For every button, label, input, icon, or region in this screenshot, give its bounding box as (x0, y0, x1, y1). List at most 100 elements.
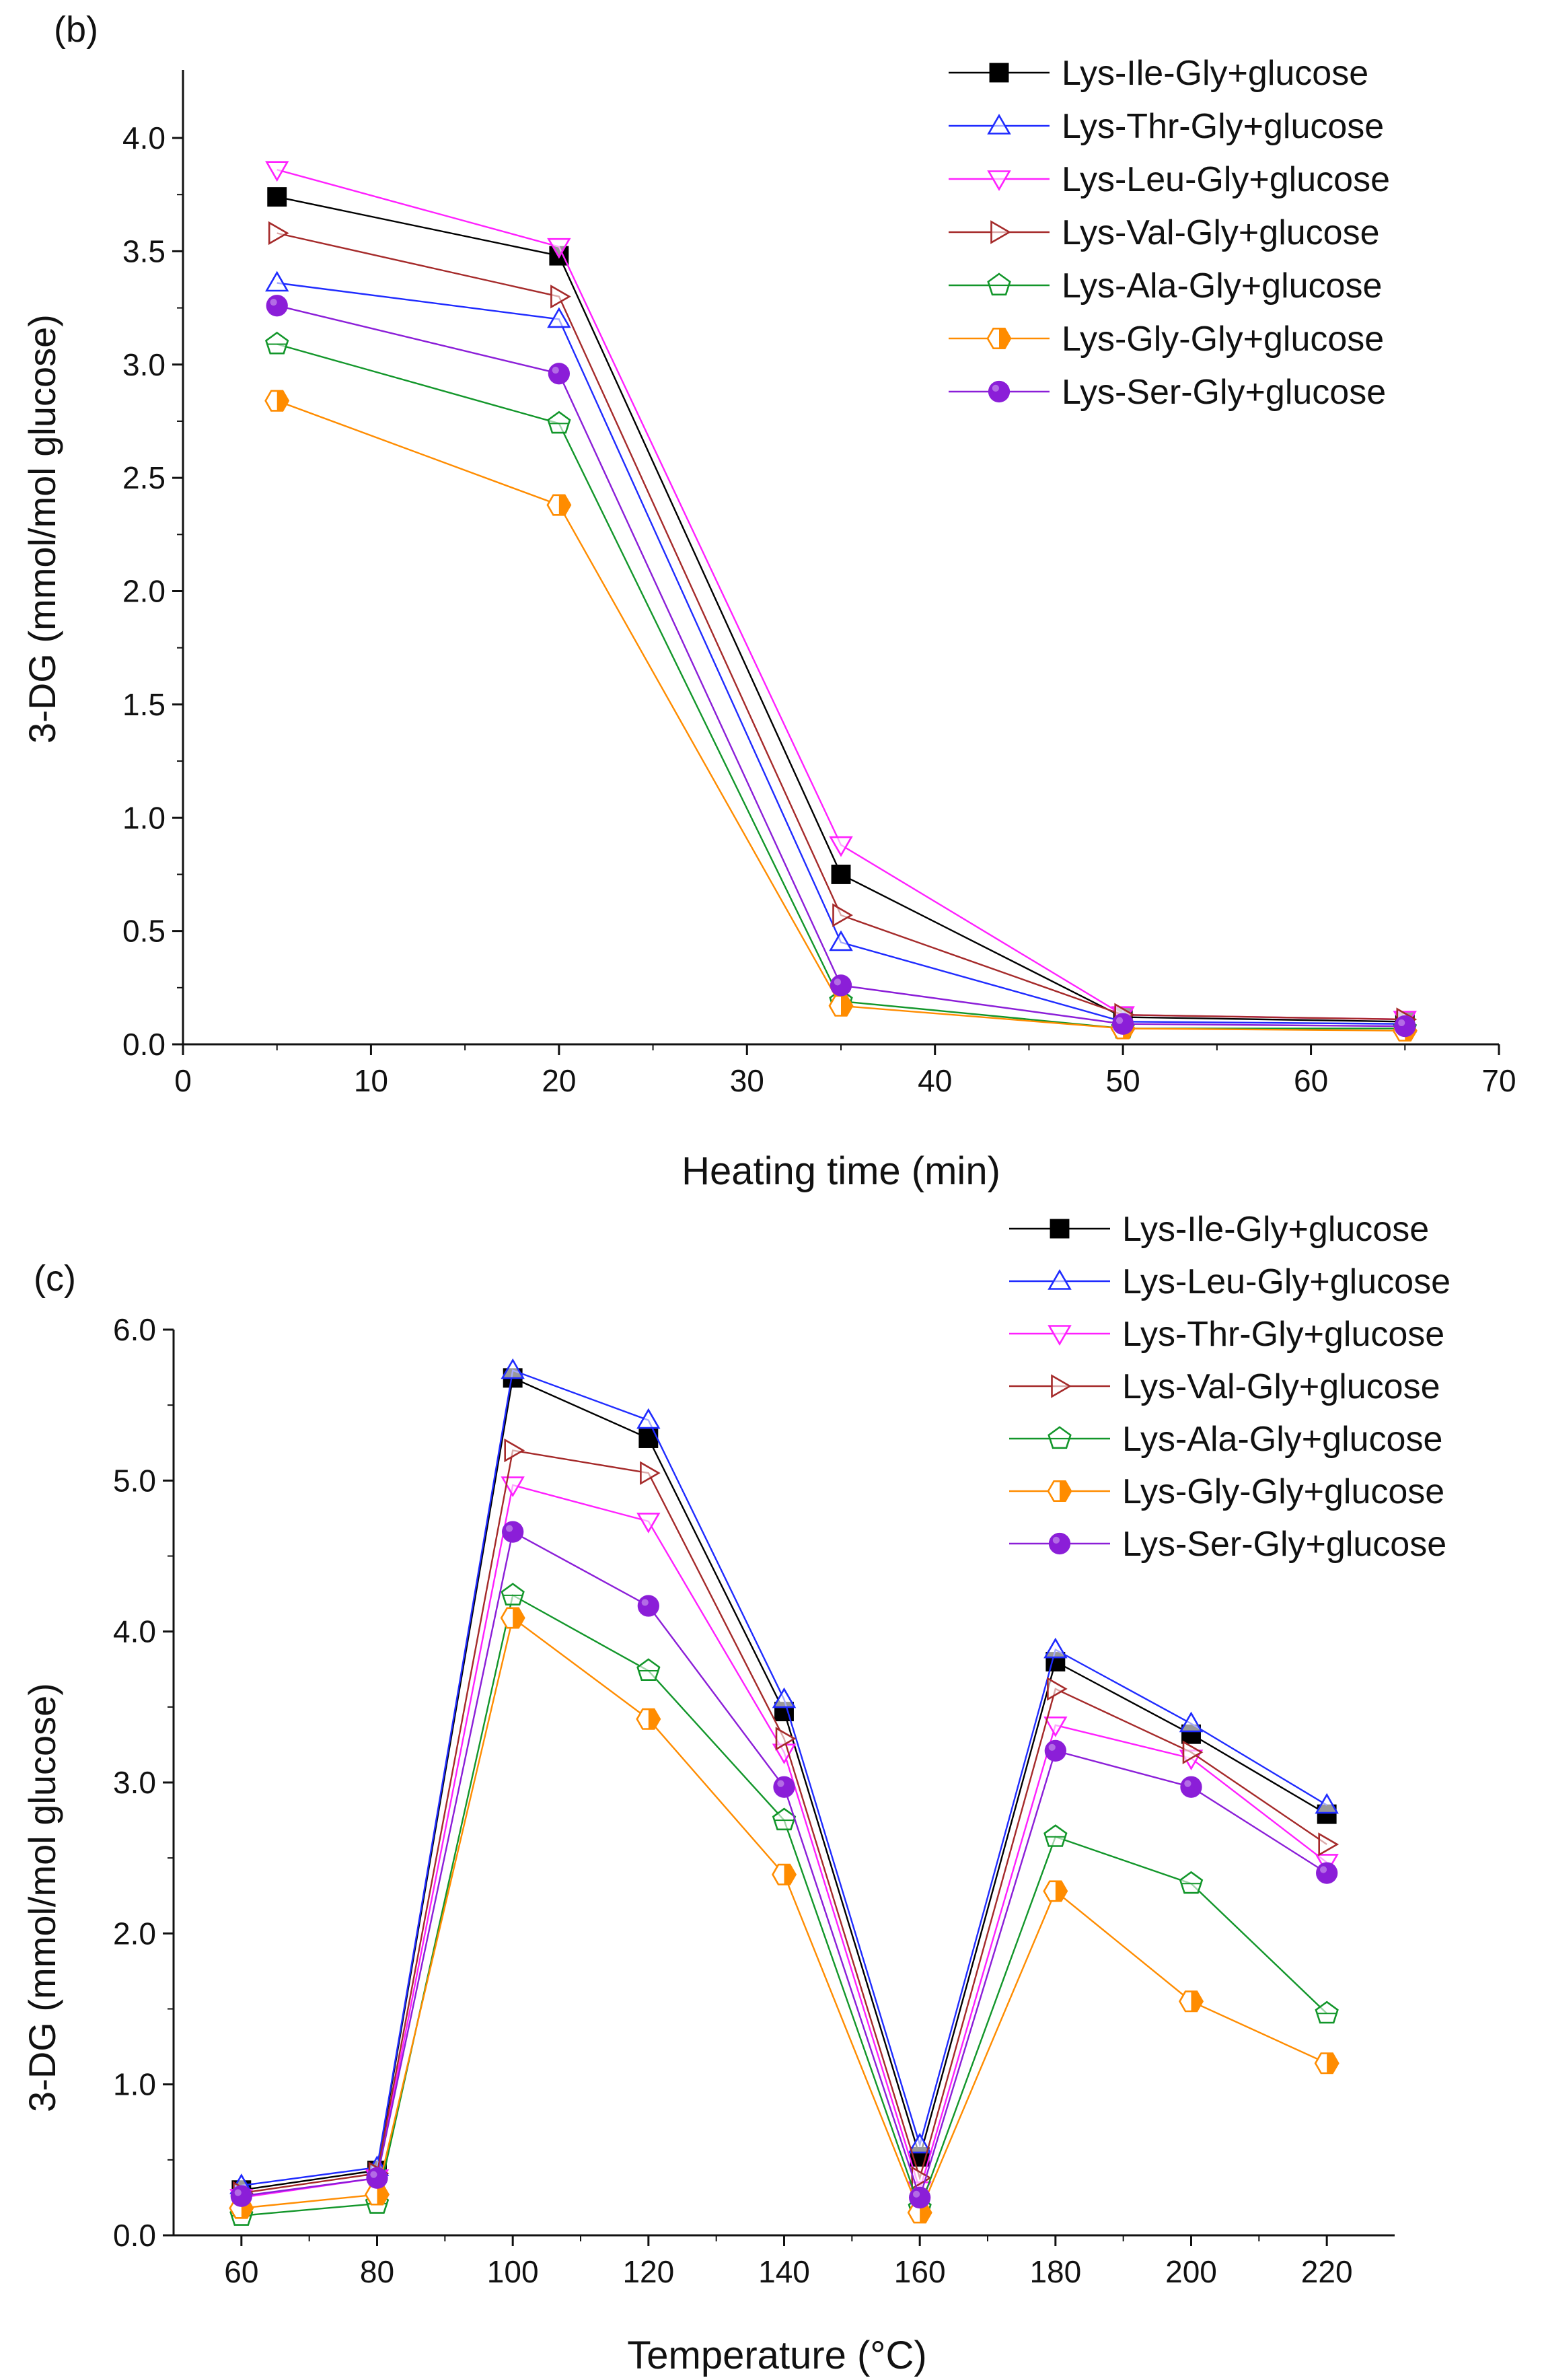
x-tick-label: 200 (1165, 2254, 1217, 2289)
data-point (828, 995, 854, 1017)
legend-item: Lys-Ala-Gly+glucose (1009, 1420, 1442, 1459)
legend-item: Lys-Val-Gly+glucose (1009, 1367, 1440, 1406)
data-point (831, 864, 851, 884)
y-tick-label: 5.0 (113, 1463, 156, 1498)
y-tick-label: 2.0 (113, 1916, 156, 1951)
x-tick-label: 60 (1294, 1063, 1328, 1098)
legend-label: Lys-Thr-Gly+glucose (1062, 107, 1384, 146)
y-tick-label: 3.0 (122, 347, 166, 382)
x-tick-label: 20 (542, 1063, 576, 1098)
legend-label: Lys-Gly-Gly+glucose (1122, 1472, 1444, 1511)
y-tick-label: 1.0 (113, 2067, 156, 2102)
data-point (832, 903, 853, 927)
x-tick-label: 80 (360, 2254, 394, 2289)
data-point (264, 390, 290, 412)
data-point (636, 1658, 661, 1682)
x-tick-label: 40 (918, 1063, 952, 1098)
x-tick-label: 70 (1481, 1063, 1516, 1098)
data-point (1180, 1776, 1202, 1798)
x-axis-title: Temperature (°C) (627, 2334, 926, 2377)
data-point (1318, 1832, 1339, 1856)
y-tick-label: 2.0 (122, 574, 166, 609)
x-tick-label: 60 (224, 2254, 258, 2289)
legend-label: Lys-Ile-Gly+glucose (1062, 54, 1368, 93)
x-axis-title: Heating time (min) (682, 1149, 1000, 1193)
legend-item: Lys-Gly-Gly+glucose (1009, 1472, 1444, 1511)
legend-label: Lys-Ala-Gly+glucose (1122, 1420, 1442, 1459)
y-tick-label: 4.0 (113, 1614, 156, 1649)
legend-item: Lys-Ser-Gly+glucose (1009, 1525, 1446, 1564)
panel-label: (c) (34, 1258, 76, 1299)
x-tick-label: 180 (1029, 2254, 1081, 2289)
legend-item: Lys-Thr-Gly+glucose (949, 107, 1384, 146)
y-axis-title: 3-DG (mmol/mol glucose) (21, 314, 63, 744)
chart-panel-c: (c) Temperature (°C) 3-DG (mmol/mol gluc… (0, 1204, 1542, 2380)
data-point (501, 1358, 525, 1379)
data-point (366, 2167, 388, 2189)
legend-label: Lys-Val-Gly+glucose (1062, 213, 1380, 252)
y-tick-label: 3.5 (122, 233, 166, 268)
y-axis-title: 3-DG (mmol/mol glucose) (21, 1683, 63, 2112)
data-point (1182, 1740, 1204, 1764)
y-tick-label: 2.5 (122, 460, 166, 495)
data-point (502, 1521, 524, 1543)
data-point (830, 974, 852, 997)
legend-label: Lys-Gly-Gly+glucose (1062, 320, 1384, 359)
data-point (1394, 1015, 1416, 1038)
data-point (547, 307, 571, 328)
data-point (546, 494, 572, 516)
series-line-5 (277, 343, 1405, 1030)
legend-label: Lys-Val-Gly+glucose (1122, 1367, 1440, 1406)
series-line-3 (241, 1484, 1327, 2199)
legend-label: Lys-Ala-Gly+glucose (1062, 266, 1382, 305)
x-tick-label: 120 (622, 2254, 674, 2289)
legend-item: Lys-Leu-Gly+glucose (949, 160, 1390, 199)
data-point (230, 2185, 252, 2207)
data-point (264, 331, 289, 355)
data-point (1315, 2000, 1339, 2024)
data-point (909, 2186, 931, 2209)
legend-item: Lys-Thr-Gly+glucose (1009, 1315, 1444, 1354)
y-tick-label: 6.0 (113, 1312, 156, 1347)
data-point (266, 295, 288, 317)
data-point (908, 2132, 932, 2154)
data-point (547, 238, 571, 259)
legend-label: Lys-Thr-Gly+glucose (1122, 1315, 1444, 1354)
x-tick-label: 100 (487, 2254, 539, 2289)
data-point (829, 836, 853, 857)
legend-label: Lys-Leu-Gly+glucose (1122, 1262, 1451, 1301)
y-tick-label: 4.0 (122, 120, 166, 155)
data-point (500, 1607, 525, 1629)
legend-item: Lys-Ile-Gly+glucose (949, 54, 1368, 93)
data-point (501, 1583, 525, 1606)
data-point (637, 1595, 659, 1617)
data-point (265, 271, 289, 292)
legend-item: Lys-Ala-Gly+glucose (949, 266, 1382, 305)
chart-b-svg: (b) Heating time (min) 3-DG (mmol/mol gl… (21, 9, 1516, 1193)
data-point (1179, 1711, 1204, 1733)
data-point (265, 161, 289, 182)
x-tick-label: 140 (758, 2254, 810, 2289)
data-point (771, 1863, 797, 1885)
legend-label: Lys-Leu-Gly+glucose (1062, 160, 1390, 199)
data-point (1043, 1716, 1068, 1737)
data-point (267, 187, 287, 207)
data-point (773, 1776, 795, 1798)
legend-item: Lys-Ile-Gly+glucose (1009, 1210, 1429, 1249)
data-point (1043, 1637, 1068, 1659)
data-point (775, 1727, 797, 1751)
data-point (548, 363, 571, 385)
chart-c-svg: (c) Temperature (°C) 3-DG (mmol/mol gluc… (21, 1210, 1451, 2377)
data-point (364, 2184, 390, 2206)
data-point (1179, 1871, 1204, 1894)
data-point (1044, 1739, 1066, 1762)
y-tick-label: 3.0 (113, 1765, 156, 1800)
panel-label: (b) (54, 9, 98, 50)
data-point (550, 285, 571, 309)
legend-item: Lys-Val-Gly+glucose (949, 213, 1380, 252)
data-point (911, 2166, 932, 2190)
legend-label: Lys-Ser-Gly+glucose (1122, 1525, 1446, 1564)
data-point (638, 1429, 659, 1448)
x-tick-label: 160 (894, 2254, 946, 2289)
chart-panel-b: (b) Heating time (min) 3-DG (mmol/mol gl… (21, 9, 1516, 1193)
